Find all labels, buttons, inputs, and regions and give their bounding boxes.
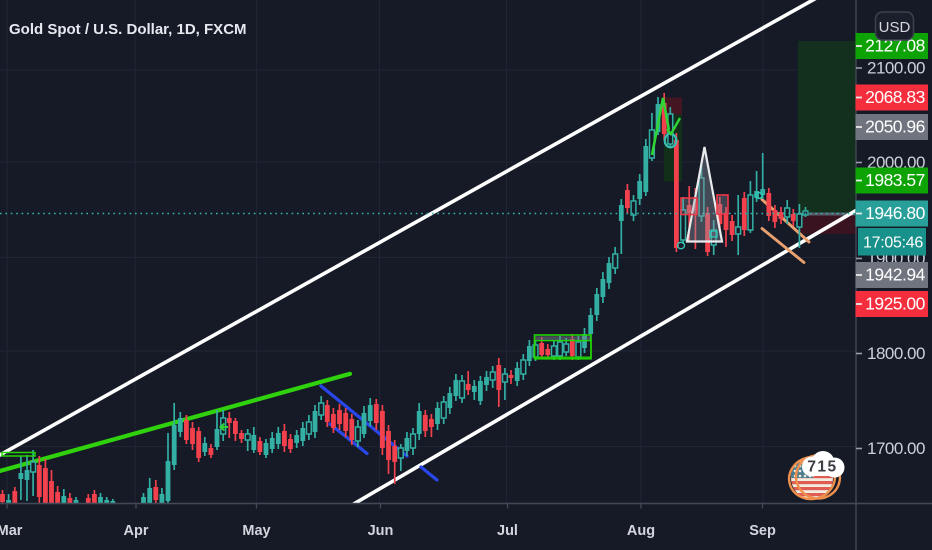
svg-text:1925.00: 1925.00 [865,294,926,314]
svg-text:May: May [242,523,270,539]
svg-text:Jun: Jun [368,523,394,539]
svg-text:1800.00: 1800.00 [867,344,925,363]
svg-text:Gold Spot / U.S. Dollar, 1D, F: Gold Spot / U.S. Dollar, 1D, FXCM [9,21,247,38]
svg-text:1942.94: 1942.94 [865,265,926,285]
svg-text:1700.00: 1700.00 [867,439,925,458]
svg-text:Aug: Aug [627,523,655,539]
svg-text:2050.96: 2050.96 [865,117,925,137]
svg-text:17:05:46: 17:05:46 [863,235,923,252]
svg-text:Jul: Jul [497,523,518,539]
svg-text:Mar: Mar [0,523,23,539]
svg-text:1983.57: 1983.57 [865,170,925,190]
svg-text:Sep: Sep [749,523,776,539]
svg-text:1946.80: 1946.80 [865,203,926,223]
svg-text:USD: USD [879,19,911,36]
svg-text:2068.83: 2068.83 [865,87,925,107]
svg-text:715: 715 [807,459,837,476]
svg-text:2127.08: 2127.08 [865,36,925,56]
svg-text:2100.00: 2100.00 [867,59,925,78]
svg-text:Apr: Apr [124,523,149,539]
svg-text:2000.00: 2000.00 [867,153,925,172]
